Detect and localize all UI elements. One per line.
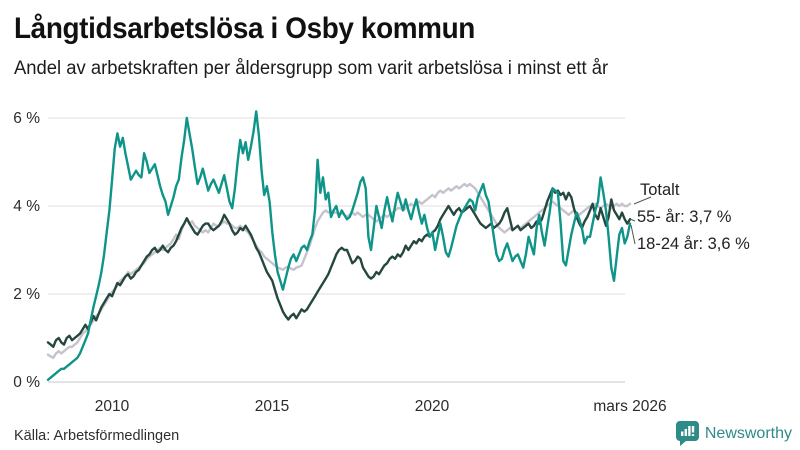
y-tick-label: 2 % xyxy=(13,286,40,303)
brand-lockup: Newsworthy xyxy=(675,421,792,446)
x-tick-label: 2015 xyxy=(255,398,289,415)
page-title: Långtidsarbetslösa i Osby kommun xyxy=(14,12,475,45)
connector-totalt xyxy=(633,196,652,205)
source-label: Källa: Arbetsförmedlingen xyxy=(14,428,180,444)
x-tick-label: 2010 xyxy=(95,398,130,415)
annotation-55-ar: 55- år: 3,7 % xyxy=(637,208,732,226)
series-line-totalt xyxy=(46,182,632,359)
page-subtitle: Andel av arbetskraften per åldersgrupp s… xyxy=(14,58,609,79)
connector-18-24-ar xyxy=(630,224,636,245)
y-tick-label: 6 % xyxy=(13,110,40,127)
newsworthy-logo-icon xyxy=(675,421,699,446)
line-chart: 6 % 4 % 2 % 0 % 2010 2015 2020 mars 2026… xyxy=(13,110,750,415)
x-tick-label: mars 2026 xyxy=(593,398,666,415)
annotation-totalt: Totalt xyxy=(640,181,680,199)
annotation-18-24-ar: 18-24 år: 3,6 % xyxy=(637,235,750,253)
connector-55-ar xyxy=(629,218,636,222)
y-tick-label: 0 % xyxy=(13,374,40,391)
newsworthy-wordmark: Newsworthy xyxy=(704,424,792,442)
x-tick-label: 2020 xyxy=(415,398,450,415)
series-line-18-24-ar xyxy=(46,110,632,381)
y-tick-label: 4 % xyxy=(13,198,40,215)
series-line-55-ar xyxy=(46,187,632,349)
